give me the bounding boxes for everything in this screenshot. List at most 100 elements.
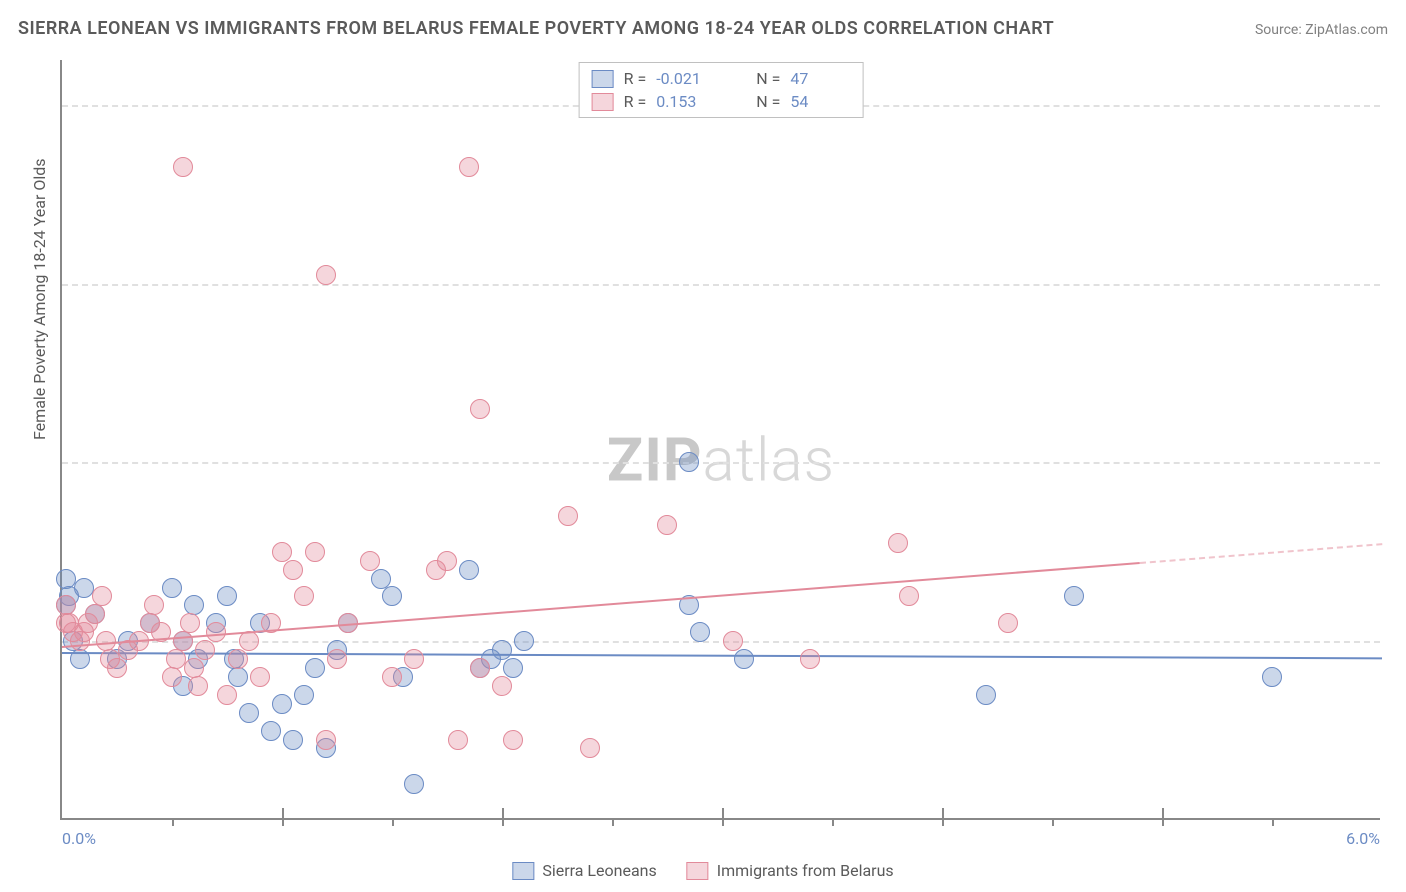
y-tick-label: 80.0% xyxy=(1390,95,1406,114)
x-tick-mark xyxy=(172,818,174,826)
data-point xyxy=(283,560,303,580)
watermark-rest: atlas xyxy=(703,425,836,496)
data-point xyxy=(217,685,237,705)
data-point xyxy=(360,551,380,571)
chart-title: SIERRA LEONEAN VS IMMIGRANTS FROM BELARU… xyxy=(18,18,1054,39)
data-point xyxy=(217,586,237,606)
data-point xyxy=(195,640,215,660)
data-point xyxy=(382,667,402,687)
data-point xyxy=(492,676,512,696)
legend-row: R = -0.021 N = 47 xyxy=(592,67,851,90)
data-point xyxy=(228,649,248,669)
data-point xyxy=(1262,667,1282,687)
legend-series-name: Sierra Leoneans xyxy=(542,861,656,880)
data-point xyxy=(261,721,281,741)
data-point xyxy=(305,658,325,678)
legend-item: Sierra Leoneans xyxy=(512,861,656,880)
data-point xyxy=(144,595,164,615)
trend-line xyxy=(62,652,1382,659)
data-point xyxy=(283,730,303,750)
legend-r-value: 0.153 xyxy=(656,92,746,111)
data-point xyxy=(327,649,347,669)
data-point xyxy=(173,157,193,177)
series-legend: Sierra Leoneans Immigrants from Belarus xyxy=(512,861,893,880)
data-point xyxy=(188,676,208,696)
legend-n-value: 47 xyxy=(790,69,850,88)
y-tick-label: 20.0% xyxy=(1390,632,1406,651)
data-point xyxy=(316,265,336,285)
chart-header: SIERRA LEONEAN VS IMMIGRANTS FROM BELARU… xyxy=(18,18,1388,39)
data-point xyxy=(239,703,259,723)
x-tick-mark xyxy=(1272,818,1274,826)
data-point xyxy=(492,640,512,660)
data-point xyxy=(437,551,457,571)
data-point xyxy=(173,631,193,651)
data-point xyxy=(459,560,479,580)
data-point xyxy=(206,622,226,642)
data-point xyxy=(316,730,336,750)
data-point xyxy=(690,622,710,642)
legend-series-name: Immigrants from Belarus xyxy=(717,861,894,880)
data-point xyxy=(162,578,182,598)
x-tick-mark xyxy=(832,818,834,826)
data-point xyxy=(184,595,204,615)
data-point xyxy=(657,515,677,535)
data-point xyxy=(888,533,908,553)
data-point xyxy=(734,649,754,669)
data-point xyxy=(92,586,112,606)
data-point xyxy=(239,631,259,651)
data-point xyxy=(723,631,743,651)
data-point xyxy=(180,613,200,633)
data-point xyxy=(294,586,314,606)
data-point xyxy=(503,658,523,678)
data-point xyxy=(404,774,424,794)
gridline-h xyxy=(62,462,1380,464)
y-tick-label: 40.0% xyxy=(1390,453,1406,472)
x-tick-label: 0.0% xyxy=(62,829,96,848)
data-point xyxy=(85,604,105,624)
data-point xyxy=(1064,586,1084,606)
data-point xyxy=(382,586,402,606)
watermark: ZIPatlas xyxy=(607,425,835,496)
data-point xyxy=(448,730,468,750)
legend-n-value: 54 xyxy=(790,92,850,111)
data-point xyxy=(184,658,204,678)
x-tick-mark xyxy=(392,818,394,826)
data-point xyxy=(294,685,314,705)
data-point xyxy=(459,157,479,177)
data-point xyxy=(679,452,699,472)
data-point xyxy=(514,631,534,651)
data-point xyxy=(899,586,919,606)
data-point xyxy=(228,667,248,687)
data-point xyxy=(162,667,182,687)
data-point xyxy=(404,649,424,669)
legend-swatch xyxy=(592,70,614,88)
x-tick-mark xyxy=(612,818,614,826)
legend-swatch xyxy=(687,862,709,880)
data-point xyxy=(272,542,292,562)
data-point xyxy=(503,730,523,750)
legend-r-label: R = xyxy=(624,69,647,88)
legend-row: R = 0.153 N = 54 xyxy=(592,90,851,113)
data-point xyxy=(250,667,270,687)
data-point xyxy=(470,399,490,419)
legend-n-label: N = xyxy=(756,92,780,111)
legend-n-label: N = xyxy=(756,69,780,88)
plot-area: ZIPatlas R =-0.021N =47R =0.153N =54 20.… xyxy=(60,60,1380,820)
correlation-legend: R = -0.021 N = 47 R = 0.153 N = 54 xyxy=(579,62,864,118)
data-point xyxy=(580,738,600,758)
data-point xyxy=(558,506,578,526)
data-point xyxy=(305,542,325,562)
legend-swatch xyxy=(512,862,534,880)
data-point xyxy=(800,649,820,669)
x-tick-mark xyxy=(1052,818,1054,826)
data-point xyxy=(998,613,1018,633)
chart-source: Source: ZipAtlas.com xyxy=(1255,22,1388,38)
gridline-h xyxy=(62,641,1380,643)
trend-line-dashed xyxy=(1140,543,1382,564)
legend-r-label: R = xyxy=(624,92,647,111)
legend-r-value: -0.021 xyxy=(656,69,746,88)
data-point xyxy=(976,685,996,705)
x-tick-label: 6.0% xyxy=(1346,829,1380,848)
y-tick-label: 60.0% xyxy=(1390,274,1406,293)
